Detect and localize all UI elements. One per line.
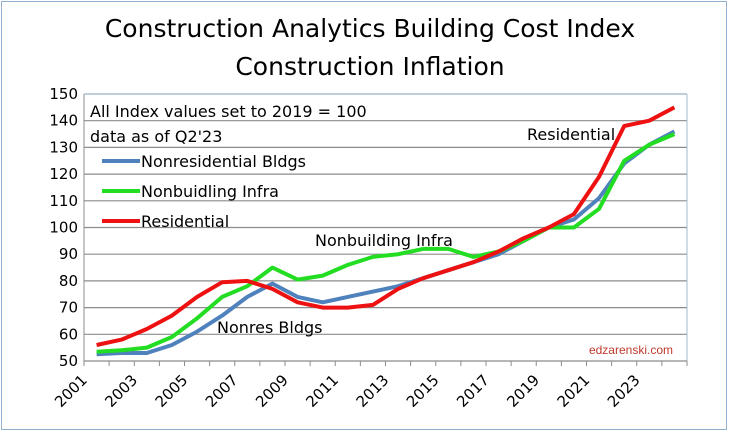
y-tick-label: 90: [59, 245, 78, 263]
x-tick-label: 2017: [453, 371, 493, 411]
y-tick-label: 100: [49, 219, 78, 237]
legend-label: Residential: [141, 212, 229, 231]
x-tick-label: 2021: [554, 371, 594, 411]
y-tick-label: 80: [59, 272, 78, 290]
x-tick-label: 2019: [503, 371, 543, 411]
x-tick-label: 2001: [51, 371, 91, 411]
series-line-residential: [96, 105, 676, 347]
chart-subtitle: Construction Inflation: [235, 52, 504, 81]
x-tick-label: 2003: [101, 371, 141, 411]
y-tick-label: 70: [59, 299, 78, 317]
x-tick-label: 2011: [302, 371, 342, 411]
y-tick-label: 120: [49, 165, 78, 183]
legend: Nonresidential Bldgs Nonbuidling Infra Res…: [102, 152, 306, 231]
y-tick-label: 60: [59, 325, 78, 343]
x-tick-label: 2009: [252, 371, 292, 411]
watermark: edzarenski.com: [589, 343, 673, 357]
series-line-nonresidential-bldgs: [96, 129, 676, 357]
x-tick-label: 2023: [604, 371, 644, 411]
x-tick-label: 2005: [152, 371, 192, 411]
note-data-date: data as of Q2'23: [90, 127, 222, 146]
legend-label: Nonresidential Bldgs: [141, 152, 306, 171]
y-tick-label: 50: [59, 352, 78, 370]
x-tick-label: 2015: [403, 371, 443, 411]
y-tick-label: 130: [49, 138, 78, 156]
y-tick-label: 140: [49, 112, 78, 130]
x-tick-label: 2013: [353, 371, 393, 411]
annotation-nonbuilding-infra: Nonbuilding Infra: [315, 231, 453, 250]
x-tick-label: 2007: [202, 371, 242, 411]
chart-title: Construction Analytics Building Cost Ind…: [105, 14, 635, 43]
annotation-residential: Residential: [527, 125, 615, 144]
y-tick-label: 110: [49, 192, 78, 210]
series-line-nonbuidling-infra: [96, 132, 676, 354]
annotation-nonres-bldgs: Nonres Bldgs: [217, 318, 322, 337]
legend-label: Nonbuidling Infra: [141, 182, 279, 201]
note-index-base: All Index values set to 2019 = 100: [90, 102, 367, 121]
y-tick-label: 150: [49, 85, 78, 103]
